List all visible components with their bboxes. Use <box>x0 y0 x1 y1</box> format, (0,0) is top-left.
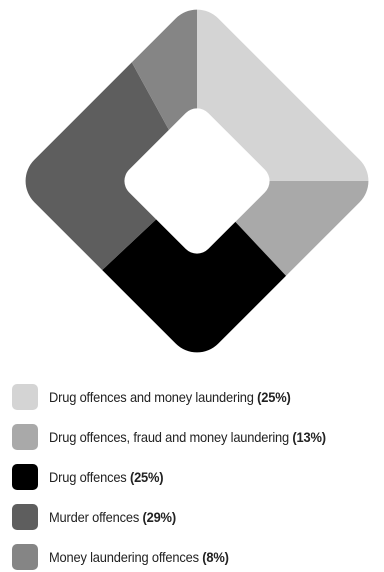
legend-item-money-laundering-offences: Money laundering offences (8%) <box>12 542 384 572</box>
donut-chart <box>13 0 381 360</box>
legend-item-drug-fraud-money-laundering: Drug offences, fraud and money launderin… <box>12 422 384 452</box>
legend-percent: (29%) <box>142 509 176 525</box>
slice-money-laundering-offences <box>13 0 197 181</box>
legend-item-drug-money-laundering: Drug offences and money laundering (25%) <box>12 382 384 412</box>
legend-label: Drug offences, fraud and money launderin… <box>49 429 289 445</box>
legend-percent: (13%) <box>292 429 326 445</box>
slice-drug-fraud-money-laundering <box>197 181 381 360</box>
legend-item-drug-offences: Drug offences (25%) <box>12 462 384 492</box>
legend-percent: (25%) <box>129 469 164 485</box>
legend-label: Murder offences <box>49 509 140 525</box>
legend-swatch <box>12 504 38 530</box>
legend-label: Money laundering offences <box>49 549 199 565</box>
legend-swatch <box>12 544 38 570</box>
legend: Drug offences and money laundering (25%)… <box>12 382 384 572</box>
legend-percent: (25%) <box>257 389 291 405</box>
legend-percent: (8%) <box>202 549 229 565</box>
legend-swatch <box>12 464 38 490</box>
donut-hole <box>124 108 270 254</box>
legend-item-murder-offences: Murder offences (29%) <box>12 502 384 532</box>
legend-swatch <box>12 424 38 450</box>
legend-label: Drug offences and money laundering <box>49 389 254 405</box>
legend-label: Drug offences <box>49 469 127 485</box>
legend-swatch <box>12 384 38 410</box>
